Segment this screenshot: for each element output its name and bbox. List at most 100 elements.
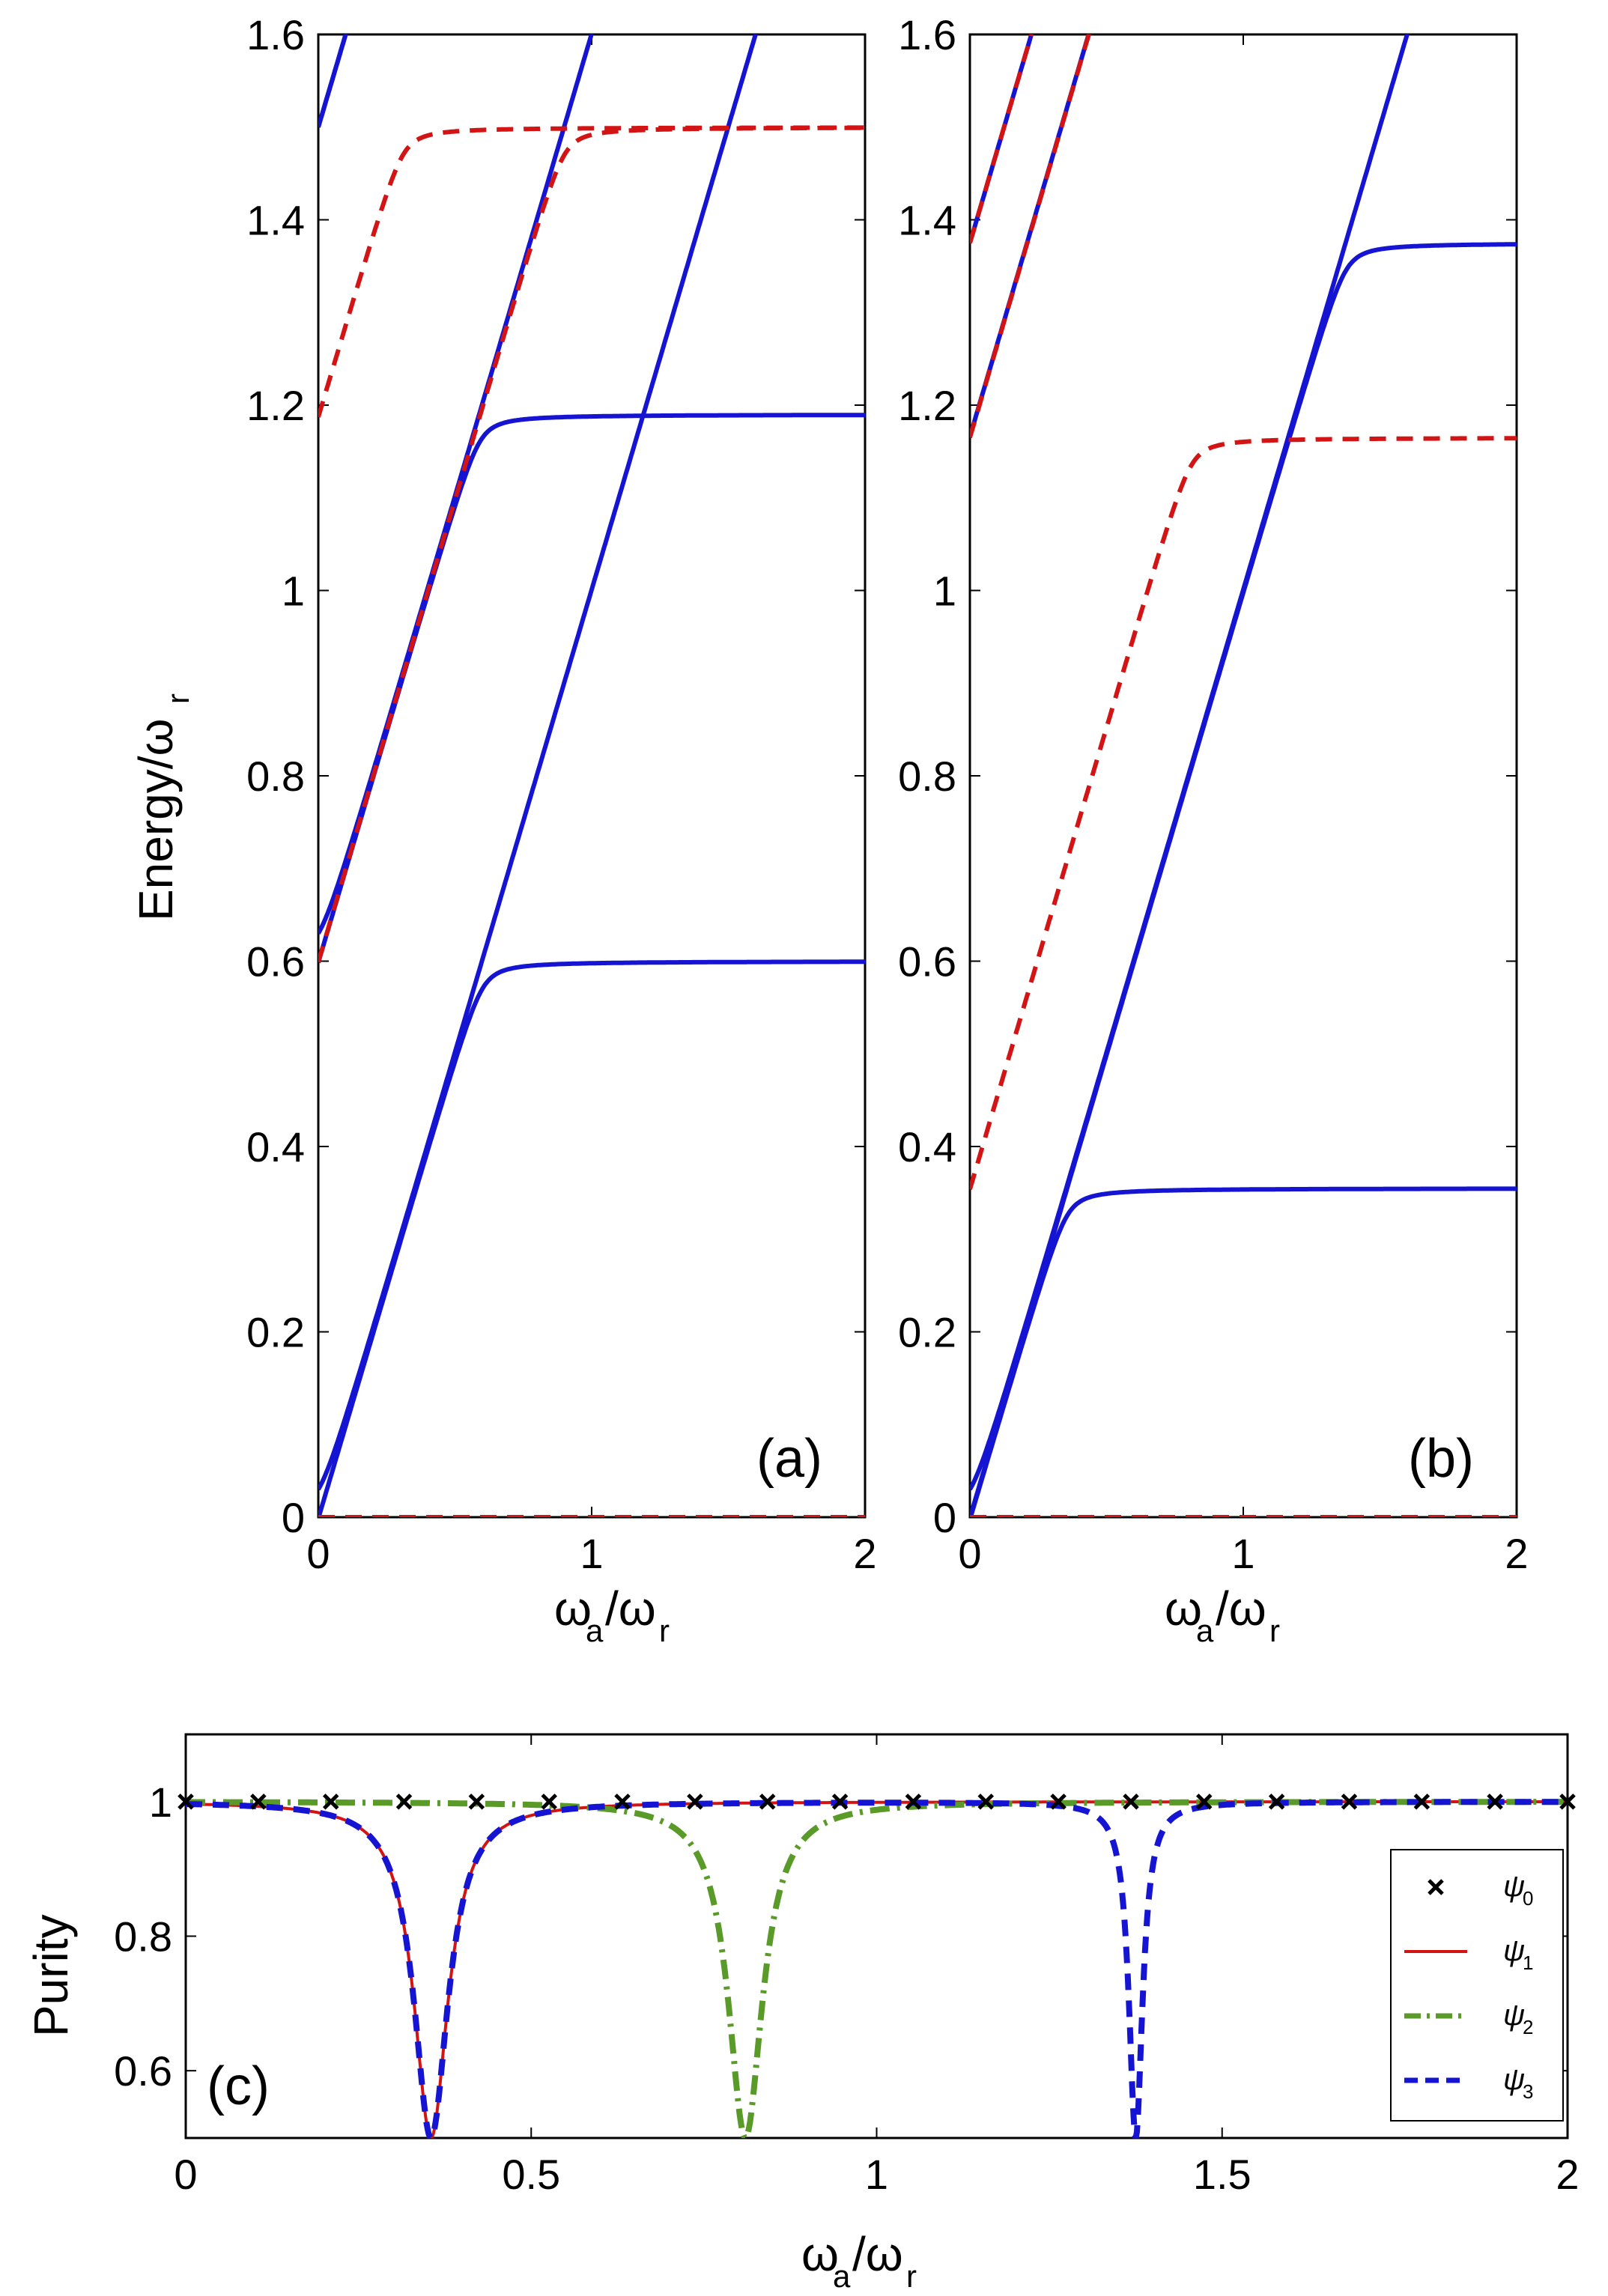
- legend-item-1: ψ1: [1404, 1934, 1533, 1974]
- curve-ψ3: [186, 1799, 1568, 2138]
- legend-label: ψ: [1503, 1870, 1525, 1903]
- legend-item-0: ψ0: [1428, 1870, 1533, 1910]
- psi0-marker-stroke: [905, 1794, 922, 1810]
- legend-sub: 3: [1523, 2080, 1533, 2103]
- psi0-marker: [977, 1794, 995, 1810]
- purity-ylabel: Purity: [24, 1914, 78, 2037]
- panel-a-tag: (a): [756, 1429, 822, 1489]
- panel-a-xtick-label: 1: [580, 1530, 603, 1577]
- psi0-marker: [1413, 1794, 1430, 1810]
- xlabel-omega: ω: [801, 2227, 839, 2281]
- panel-a-ytick-label: 0: [282, 1494, 305, 1541]
- panel-a-ticks: 0 0.2 0.4 0.6 0.8 1 1.2 1.4 1.6 0 1 2: [246, 11, 876, 1577]
- panel-b-ytick-label: 1.2: [898, 382, 956, 429]
- xlabel-sub-r: r: [1269, 1613, 1280, 1648]
- panel-c-xtick-label: 2: [1556, 2151, 1579, 2198]
- panel-c-ytick-label: 0.6: [114, 2047, 172, 2095]
- panel-b-xtick-label: 1: [1231, 1530, 1254, 1577]
- panel-b-ytick-label: 1.6: [898, 11, 956, 58]
- panel-c-frame: [184, 1733, 1569, 2139]
- panel-c-xlabel: ω a /ω r: [801, 2227, 917, 2294]
- panel-c-xtick-label: 1.5: [1193, 2151, 1251, 2198]
- xlabel-slash-omega: /ω: [605, 1582, 656, 1636]
- psi0-marker: [1123, 1794, 1139, 1810]
- panel-b-ytick-label: 0: [933, 1494, 956, 1541]
- energy-ylabel: Energy/ω r: [129, 693, 195, 921]
- legend-item-2: ψ2: [1404, 1999, 1533, 2038]
- panel-a-curves: [318, 34, 865, 1517]
- panel-b-xlabel: ω a /ω r: [1165, 1582, 1280, 1648]
- panel-c-ytick-label: 1: [149, 1779, 172, 1826]
- psi0-marker-stroke: [322, 1794, 339, 1810]
- xlabel-sub-r: r: [906, 2259, 917, 2294]
- panel-b-ytick-label: 0.2: [898, 1309, 956, 1356]
- panel-a-blue-level-0: [318, 34, 758, 1491]
- panel-b-xtick-label: 2: [1505, 1530, 1528, 1577]
- legend-label: ψ: [1503, 1934, 1525, 1967]
- psi0-marker: [322, 1794, 339, 1810]
- panel-a-red-level-2: [318, 125, 865, 418]
- psi0-marker: [759, 1794, 776, 1810]
- panel-b-ytick-label: 0.8: [898, 753, 956, 800]
- panel-b-frame: [968, 33, 1518, 1519]
- legend-label: ψ: [1503, 1999, 1525, 2032]
- psi0-marker-stroke: [395, 1794, 413, 1810]
- panel-b-curves: [970, 34, 1517, 1517]
- panel-b-ticks: 0 0.2 0.4 0.6 0.8 1 1.2 1.4 1.6 0 1 2: [898, 11, 1528, 1577]
- panel-a-ytick-label: 1: [282, 568, 305, 615]
- legend-marker: [1428, 1879, 1444, 1895]
- psi0-marker-stroke: [1195, 1794, 1213, 1810]
- xlabel-sub-a: a: [833, 2259, 851, 2294]
- panel-b: 0 0.2 0.4 0.6 0.8 1 1.2 1.4 1.6 0 1 2 (b) ω a /ω r: [898, 11, 1528, 1648]
- psi0-marker: [541, 1794, 558, 1810]
- panel-b-red-level-2: [970, 34, 1091, 439]
- psi0-marker: [687, 1794, 703, 1810]
- psi0-marker-stroke: [687, 1794, 703, 1810]
- xlabel-sub-a: a: [1196, 1613, 1214, 1648]
- curve-ψ2: [186, 1799, 1568, 2138]
- panel-b-ytick-label: 0.4: [898, 1123, 956, 1170]
- panel-c-markers: [178, 1794, 1576, 1810]
- panel-a-blue-level-3: [318, 413, 865, 964]
- psi0-marker: [1559, 1794, 1576, 1810]
- xlabel-slash-omega: /ω: [1216, 1582, 1266, 1636]
- panel-a-ytick-label: 1.6: [246, 11, 305, 58]
- psi0-marker-stroke: [1413, 1794, 1430, 1810]
- psi0-marker-stroke: [1341, 1794, 1358, 1810]
- panel-c-curves: [186, 1799, 1568, 2138]
- psi0-marker: [468, 1794, 485, 1810]
- legend-sub: 0: [1523, 1887, 1533, 1910]
- panel-c-xtick-label: 0: [174, 2151, 197, 2198]
- panel-a-ytick-label: 0.4: [246, 1123, 305, 1170]
- psi0-marker: [1487, 1794, 1503, 1810]
- panel-a: 0 0.2 0.4 0.6 0.8 1 1.2 1.4 1.6 0 1 2 (a) ω a /ω r: [246, 11, 876, 1648]
- panel-a-blue-level-2: [318, 34, 594, 935]
- panel-b-blue-level-1: [970, 1186, 1517, 1517]
- psi0-marker-stroke: [1559, 1794, 1576, 1810]
- curve-ψ1: [186, 1800, 1568, 2138]
- panel-b-ytick-label: 1: [933, 568, 956, 615]
- legend-item-3: ψ3: [1404, 2063, 1533, 2103]
- panel-b-red-level-1: [970, 436, 1517, 1190]
- panel-b-xtick-label: 0: [958, 1530, 981, 1577]
- psi0-marker: [905, 1794, 922, 1810]
- psi0-marker-stroke: [614, 1794, 631, 1810]
- panel-b-ytick-label: 1.4: [898, 197, 956, 244]
- xlabel-omega: ω: [554, 1582, 592, 1636]
- panel-b-blue-level-3: [970, 242, 1517, 1517]
- psi0-marker-stroke: [1123, 1794, 1139, 1810]
- psi0-marker-stroke: [178, 1794, 194, 1810]
- panel-a-blue-level-5: [318, 34, 348, 128]
- legend-label: ψ: [1503, 2063, 1525, 2096]
- psi0-marker-stroke: [759, 1794, 776, 1810]
- energy-ylabel-main: Energy/ω: [129, 718, 183, 921]
- psi0-marker-stroke: [250, 1794, 267, 1810]
- xlabel-omega: ω: [1165, 1582, 1202, 1636]
- psi0-marker-stroke: [977, 1794, 995, 1810]
- xlabel-sub-a: a: [586, 1613, 604, 1648]
- legend-sub: 1: [1523, 1952, 1533, 1974]
- psi0-marker: [614, 1794, 631, 1810]
- psi0-marker-stroke: [1487, 1794, 1503, 1810]
- panel-a-ytick-label: 0.2: [246, 1309, 305, 1356]
